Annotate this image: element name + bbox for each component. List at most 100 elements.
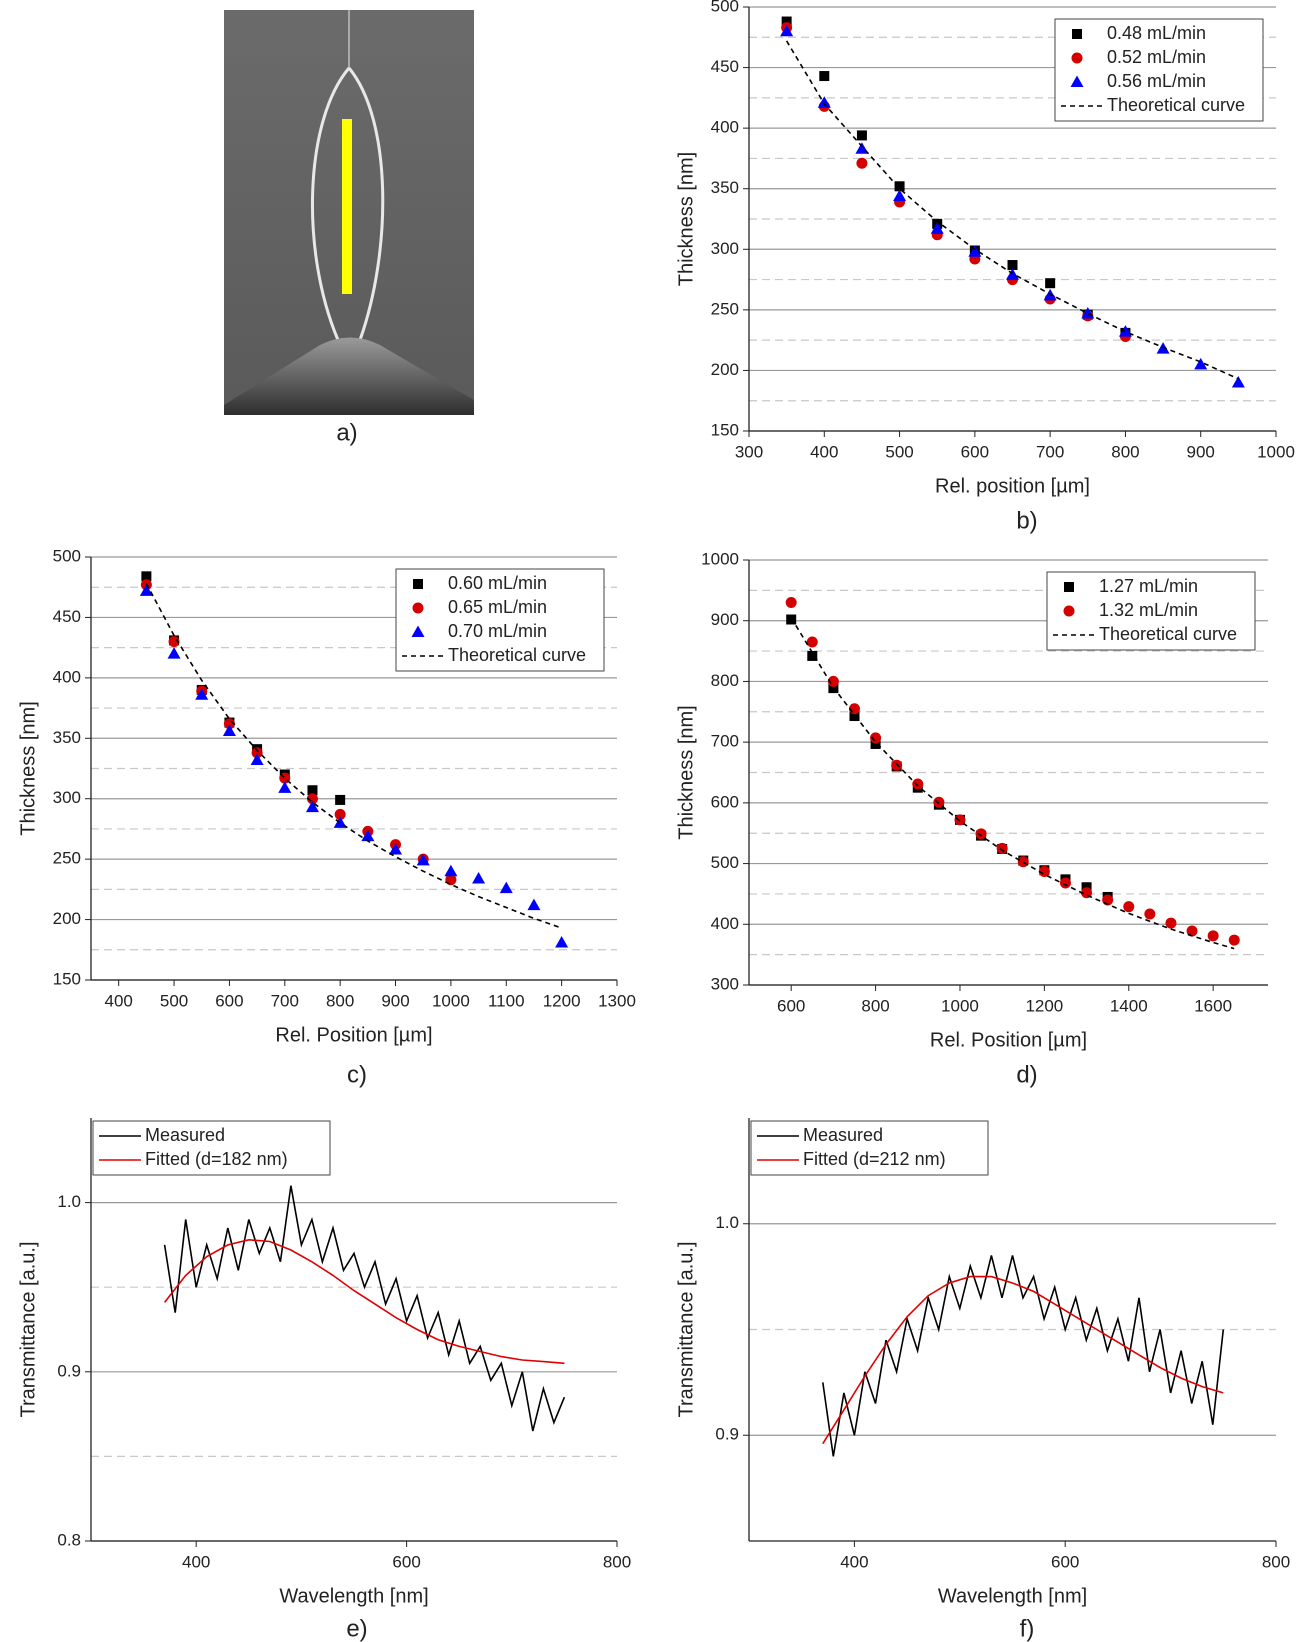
y-tick-label: 150 [711, 420, 739, 439]
marker-triangle [389, 842, 403, 855]
marker-triangle [250, 753, 264, 766]
legend-label: Measured [145, 1125, 225, 1145]
x-axis-label: Rel. position [µm] [935, 475, 1090, 497]
y-tick-label: 300 [711, 974, 739, 993]
legend-label: 0.52 mL/min [1107, 47, 1206, 67]
marker-square [413, 579, 423, 589]
marker-square [870, 738, 881, 749]
legend: Measured Fitted (d=182 nm) [92, 1120, 331, 1176]
chart-panel: 300 400 500 600 700 800 900 1000 600 800 1000 1200 1… [675, 549, 1268, 1088]
y-tick-label: 700 [711, 732, 739, 751]
marker-circle [1071, 52, 1083, 64]
y-tick-label: 400 [711, 118, 739, 137]
legend-label: 0.56 mL/min [1107, 71, 1206, 91]
legend-label: 1.27 mL/min [1099, 576, 1198, 596]
y-tick-label: 300 [711, 239, 739, 258]
x-tick-label: 800 [1262, 1552, 1290, 1571]
y-axis-label: Thickness [nm] [17, 701, 39, 835]
legend-label: Theoretical curve [448, 645, 586, 665]
x-tick-label: 500 [160, 991, 188, 1010]
marker-circle [334, 808, 346, 820]
marker-circle [827, 675, 839, 687]
x-tick-label: 700 [1036, 442, 1064, 461]
marker-circle [251, 747, 263, 759]
marker-triangle [817, 96, 831, 108]
marker-circle [1063, 605, 1075, 617]
marker-circle [806, 636, 818, 648]
legend-box [1054, 18, 1264, 122]
marker-triangle [499, 881, 513, 894]
x-axis-label: Wavelength [nm] [279, 1585, 428, 1607]
legend: 1.27 mL/min 1.32 mL/min Theoretical curve [1046, 571, 1256, 651]
y-tick-label: 500 [711, 0, 739, 15]
legend-box [92, 1120, 331, 1176]
x-tick-label: 1400 [1110, 996, 1148, 1015]
x-tick-label: 400 [182, 1552, 210, 1571]
marker-triangle [278, 781, 292, 793]
marker-triangle [780, 24, 794, 37]
y-tick-label: 200 [53, 909, 81, 928]
y-tick-label: 1000 [701, 549, 739, 568]
y-tick-label: 400 [53, 667, 81, 686]
marker-circle [412, 602, 424, 614]
y-tick-label: 450 [711, 57, 739, 76]
marker-triangle [361, 829, 375, 842]
chart-panel: 0.9 1.0 400 600 800 Wavelength [nm] Transmitta… [675, 1118, 1290, 1642]
y-axis-label: Transmittance [a.u.] [17, 1242, 39, 1418]
x-axis-label: Wavelength [nm] [938, 1585, 1087, 1607]
marker-circle [1186, 925, 1198, 937]
marker-triangle [305, 800, 319, 813]
marker-square [781, 16, 792, 27]
x-tick-label: 1000 [432, 991, 470, 1010]
series-line [822, 1275, 1224, 1445]
legend-box [395, 568, 605, 672]
y-tick-label: 900 [711, 610, 739, 629]
marker-triangle [555, 936, 569, 948]
series-line [822, 1255, 1225, 1457]
x-tick-label: 1000 [1257, 442, 1295, 461]
x-tick-label: 300 [735, 442, 763, 461]
nozzle [224, 337, 474, 415]
x-tick-label: 900 [381, 991, 409, 1010]
marker-circle [1059, 877, 1071, 889]
marker-circle [996, 842, 1008, 854]
marker-circle [856, 157, 868, 169]
marker-triangle [167, 647, 181, 659]
series-line [785, 40, 1239, 380]
legend-label: Fitted (d=212 nm) [803, 1149, 946, 1169]
marker-square [335, 794, 346, 805]
x-tick-label: 600 [961, 442, 989, 461]
marker-triangle [411, 625, 425, 637]
y-tick-label: 450 [53, 607, 81, 626]
chart-panel: 0.8 0.9 1.0 400 600 800 Wavelength [nm] Transmi… [17, 1118, 631, 1642]
legend-label: Theoretical curve [1099, 624, 1237, 644]
marker-circle [1038, 865, 1050, 877]
marker-circle [1123, 901, 1135, 913]
marker-circle [954, 814, 966, 826]
y-tick-label: 200 [711, 360, 739, 379]
marker-square [786, 614, 797, 625]
chart-panel: 150 200 250 300 350 400 450 500 400 500 600 700 800 9… [17, 546, 636, 1088]
legend-box [1046, 571, 1256, 651]
legend-label: 1.32 mL/min [1099, 600, 1198, 620]
x-tick-label: 800 [603, 1552, 631, 1571]
marker-square [1072, 29, 1082, 39]
marker-circle [933, 796, 945, 808]
x-tick-label: 700 [271, 991, 299, 1010]
legend-label: 0.60 mL/min [448, 573, 547, 593]
x-tick-label: 600 [777, 996, 805, 1015]
caption: c) [347, 1061, 367, 1088]
y-tick-label: 350 [53, 728, 81, 747]
marker-triangle [1070, 75, 1084, 87]
x-tick-label: 1200 [1025, 996, 1063, 1015]
legend: 0.60 mL/min 0.65 mL/min 0.70 mL/min Theoret… [395, 568, 605, 672]
x-axis-label: Rel. Position [µm] [275, 1024, 432, 1046]
marker-circle [785, 597, 797, 608]
photo [224, 10, 474, 415]
series-line [163, 1185, 566, 1432]
x-tick-label: 600 [1051, 1552, 1079, 1571]
marker-circle [891, 759, 903, 771]
marker-triangle [472, 871, 486, 884]
y-tick-label: 0.9 [715, 1425, 739, 1444]
